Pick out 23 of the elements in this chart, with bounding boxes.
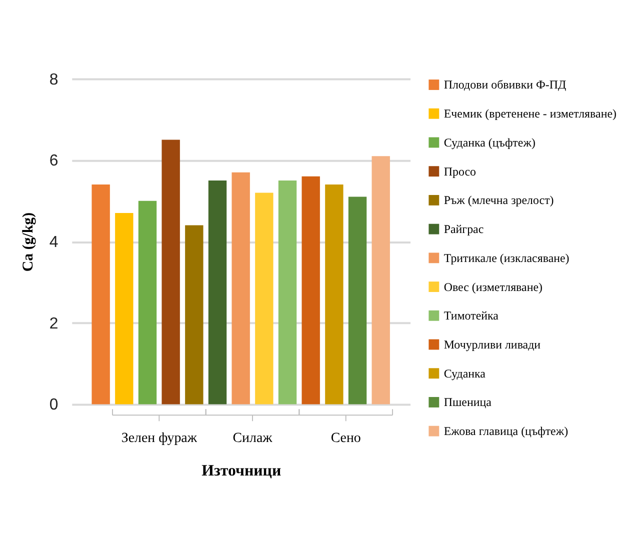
legend-label: Суданка (цъфтеж): [444, 135, 536, 150]
y-tick-label: 4: [49, 234, 58, 251]
legend-label: Ечемик (вретенене - изметляване): [444, 106, 617, 121]
legend-label: Райграс: [444, 222, 484, 236]
y-tick-label: 6: [49, 152, 58, 170]
y-tick-label: 8: [49, 71, 58, 88]
legend-label: Овес (изметляване): [444, 280, 543, 294]
legend-label: Ежова главица (цъфтеж): [444, 424, 568, 438]
legend-label: Тритикале (изкласяване): [444, 250, 570, 265]
y-tick-label: 0: [49, 396, 58, 414]
legend-label: Пшеница: [444, 395, 492, 410]
legend-label: Просо: [444, 164, 476, 178]
y-axis-title: Ca (g/kg): [20, 212, 36, 272]
legend-label: Мочурливи ливади: [444, 337, 542, 352]
x-axis-title: Източници: [202, 462, 282, 480]
legend-label: Суданка: [444, 366, 486, 380]
x-tick-label: Силаж: [232, 431, 273, 446]
x-tick-label: Сено: [330, 431, 361, 446]
legend-label: Тимотейка: [444, 308, 500, 323]
legend-label: Ръж (млечна зрелост): [444, 193, 554, 208]
y-tick-label: 2: [49, 315, 58, 332]
legend-label: Плодови обвивки Ф-ПД: [444, 78, 566, 92]
x-tick-label: Зелен фураж: [121, 431, 198, 446]
